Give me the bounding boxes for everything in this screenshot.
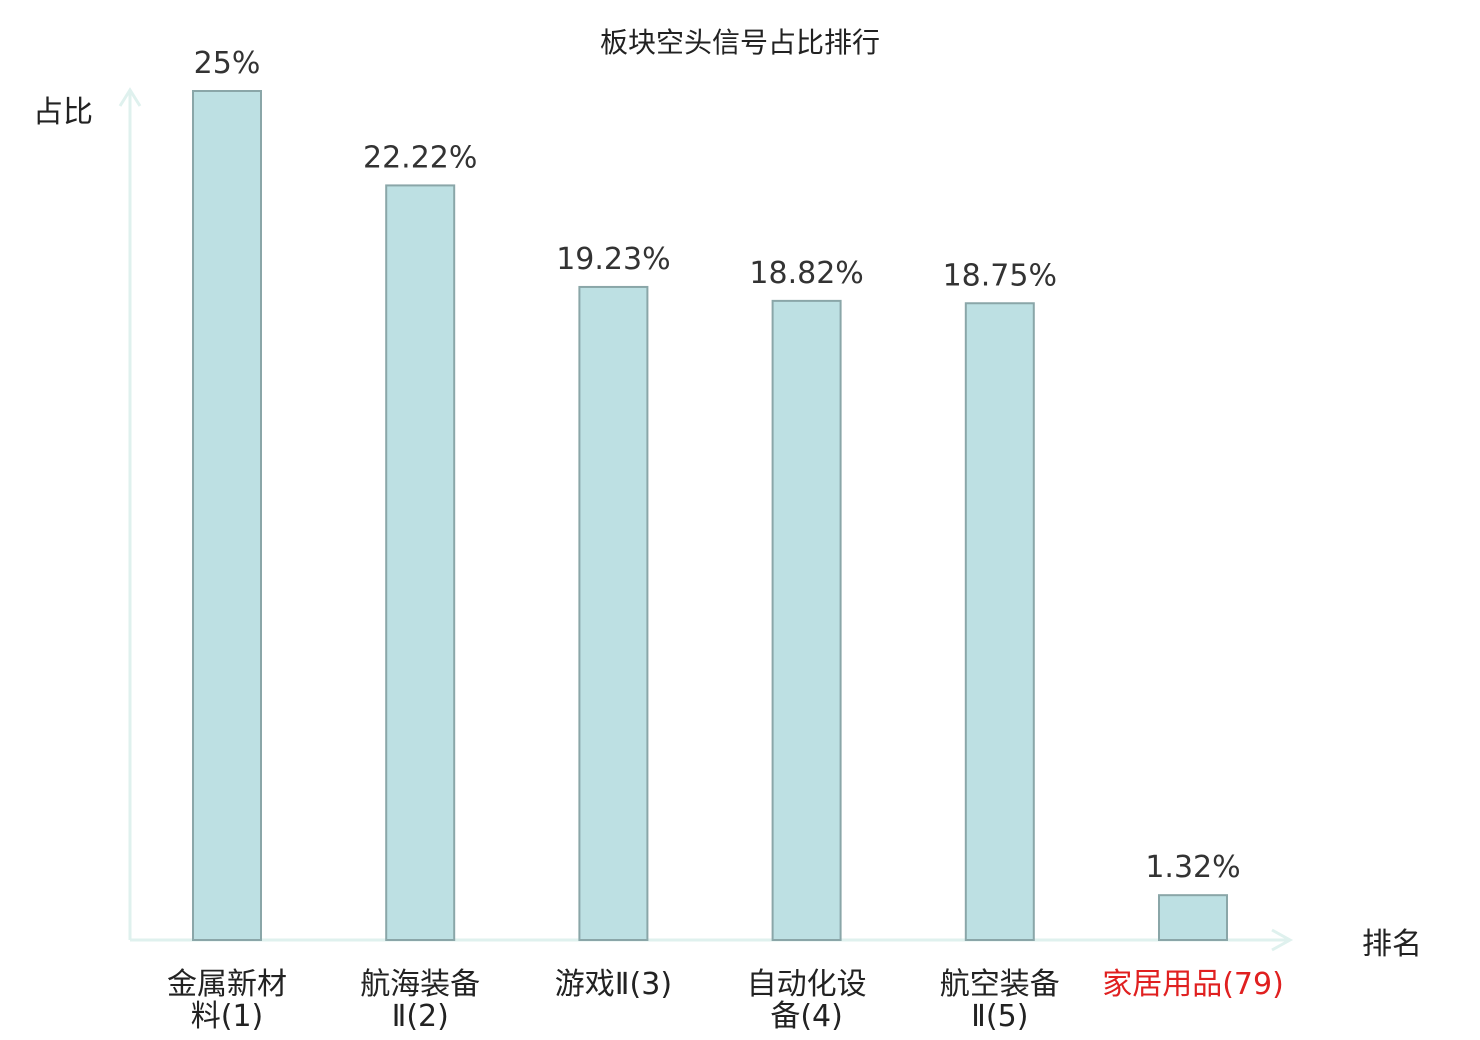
value-label: 19.23% (556, 242, 670, 277)
y-axis-label: 占比 (33, 95, 93, 130)
x-axis-arrow (1271, 928, 1294, 952)
category-label: 料(1) (191, 999, 264, 1034)
value-label: 1.32% (1145, 850, 1240, 885)
category-label: 航空装备 (940, 967, 1060, 1002)
category-label: 金属新材 (167, 967, 287, 1002)
bar (771, 299, 842, 941)
category-label: 航海装备 (360, 967, 480, 1002)
category-label: 游戏Ⅱ(3) (555, 967, 672, 1002)
category-label: 备(4) (770, 999, 843, 1034)
bar (192, 90, 262, 941)
category-label: 家居用品(79) (1102, 967, 1284, 1002)
bar (578, 285, 649, 941)
y-axis-arrow (118, 87, 142, 107)
value-label: 18.75% (943, 258, 1057, 293)
category-label: Ⅱ(5) (971, 999, 1028, 1034)
value-label: 18.82% (749, 256, 863, 291)
value-label: 25% (194, 46, 261, 81)
category-label: 自动化设 (747, 967, 867, 1002)
category-label: Ⅱ(2) (392, 999, 449, 1034)
bar (1158, 894, 1228, 941)
x-axis-label: 排名 (1362, 927, 1422, 962)
bar (964, 302, 1035, 941)
chart-title: 板块空头信号占比排行 (600, 26, 880, 59)
value-label: 22.22% (363, 140, 477, 175)
bar (385, 184, 456, 941)
